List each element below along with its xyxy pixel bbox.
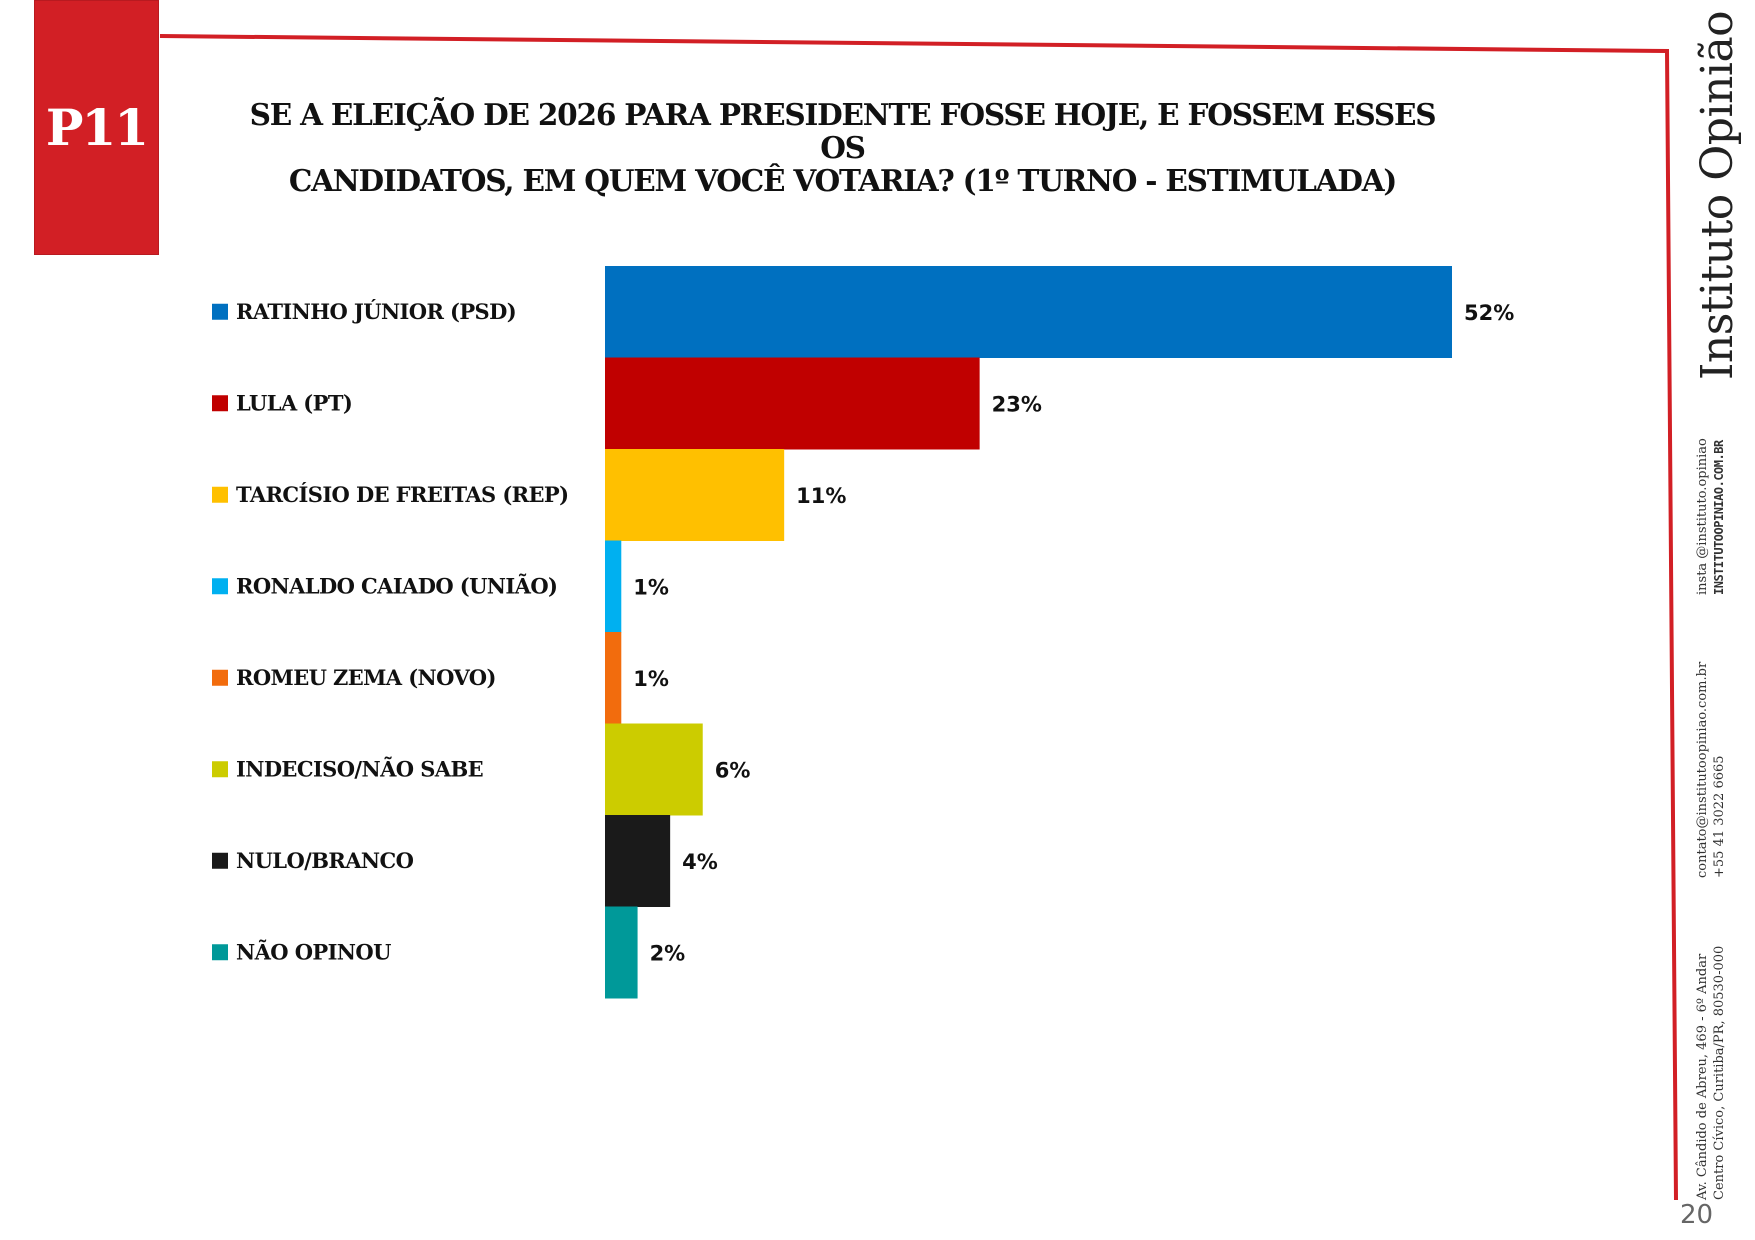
instagram-handle: insta @instituto.opiniao: [1695, 438, 1710, 595]
bar: [605, 449, 785, 541]
website-url: INSTITUTOOPINIAO.COM.BR: [1712, 440, 1726, 595]
chart-title: SE A ELEIÇÃO DE 2026 PARA PRESIDENTE FOS…: [240, 98, 1445, 197]
category-label: RATINHO JÚNIOR (PSD): [236, 299, 516, 324]
category-label: INDECISO/NÃO SABE: [236, 756, 483, 781]
social-contact: insta @instituto.opiniao INSTITUTOOPINIA…: [1694, 438, 1728, 595]
legend-swatch: [212, 852, 228, 869]
address-line-1: Av. Cândido de Abreu, 469 - 6º Andar: [1695, 953, 1710, 1200]
value-labels-group: 52% 23% 11% 1% 1% 6% 4% 2%: [633, 301, 1514, 966]
page-number: 20: [1680, 1200, 1714, 1230]
category-label: NÃO OPINOU: [236, 939, 391, 964]
category-label: RONALDO CAIADO (UNIÃO): [236, 573, 557, 598]
email-address: contato@institutoopiniao.com.br: [1695, 661, 1710, 878]
bar: [605, 906, 638, 999]
legend-swatch: [212, 395, 228, 412]
legend-group: RATINHO JÚNIOR (PSD) LULA (PT) TARCÍSIO DE…: [212, 299, 569, 964]
question-badge: P11: [34, 0, 159, 255]
legend-swatch: [212, 761, 228, 778]
bar: [605, 815, 671, 907]
address-line-2: Centro Cívico, Curitiba/PR, 80530-000: [1712, 945, 1727, 1200]
phone-number: +55 41 3022 6665: [1712, 755, 1727, 878]
chart-title-line-2: CANDIDATOS, EM QUEM VOCÊ VOTARIA? (1º TU…: [288, 163, 1398, 198]
value-label: 6%: [715, 758, 751, 782]
bar: [605, 357, 980, 450]
postal-address: Av. Cândido de Abreu, 469 - 6º Andar Cen…: [1694, 946, 1728, 1200]
category-label: NULO/BRANCO: [236, 848, 414, 873]
value-label: 2%: [650, 941, 686, 965]
value-label: 4%: [682, 850, 718, 874]
legend-swatch: [212, 669, 228, 686]
chart-title-line-1: SE A ELEIÇÃO DE 2026 PARA PRESIDENTE FOS…: [249, 97, 1437, 165]
bar: [605, 266, 1452, 358]
legend-swatch: [212, 578, 228, 595]
value-label: 11%: [796, 484, 846, 508]
category-label: LULA (PT): [236, 390, 352, 415]
category-label: TARCÍSIO DE FREITAS (REP): [236, 482, 568, 507]
legend-swatch: [212, 486, 228, 503]
bars-group: [605, 266, 1452, 999]
legend-swatch: [212, 944, 228, 961]
value-label: 1%: [633, 667, 669, 691]
value-label: 52%: [1464, 301, 1514, 325]
bar: [605, 723, 703, 816]
email-phone-contact: contato@institutoopiniao.com.br +55 41 3…: [1694, 662, 1728, 878]
brand-logo: Instituto Opinião: [1692, 10, 1743, 380]
value-label: 23%: [992, 392, 1042, 416]
frame-line: [159, 34, 1678, 1201]
value-label: 1%: [633, 575, 669, 599]
bar: [605, 632, 622, 724]
bar: [605, 540, 622, 633]
category-label: ROMEU ZEMA (NOVO): [236, 665, 496, 690]
legend-swatch: [212, 303, 228, 320]
